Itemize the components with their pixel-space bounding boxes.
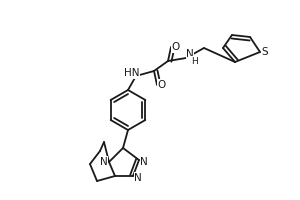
Text: H: H <box>190 56 197 66</box>
Text: O: O <box>172 42 180 52</box>
Text: HN: HN <box>124 68 140 78</box>
Text: O: O <box>158 80 166 90</box>
Text: N: N <box>186 49 194 59</box>
Text: N: N <box>134 173 142 183</box>
Text: N: N <box>100 157 108 167</box>
Text: N: N <box>140 157 148 167</box>
Text: S: S <box>262 47 268 57</box>
